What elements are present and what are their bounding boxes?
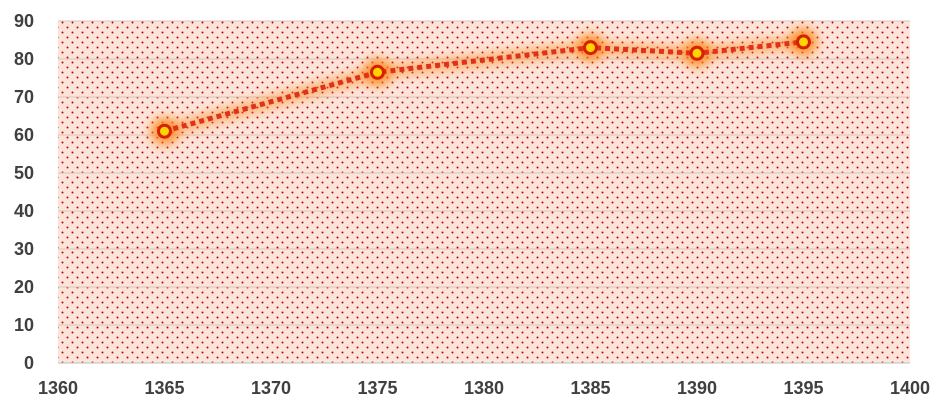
y-tick-label: 20 (14, 277, 34, 297)
y-tick-label: 50 (14, 163, 34, 183)
y-tick-label: 30 (14, 239, 34, 259)
y-tick-label: 40 (14, 201, 34, 221)
y-tick-label: 90 (14, 11, 34, 31)
data-point (691, 47, 703, 59)
x-tick-label: 1400 (890, 378, 930, 398)
x-tick-label: 1365 (144, 378, 184, 398)
x-tick-label: 1390 (677, 378, 717, 398)
y-axis-ticks: 0 10 20 30 40 50 60 70 80 90 (14, 11, 34, 373)
x-tick-label: 1395 (783, 378, 823, 398)
data-point (798, 36, 810, 48)
y-tick-label: 60 (14, 125, 34, 145)
data-point (159, 125, 171, 137)
plot-dot-pattern (58, 21, 910, 363)
x-tick-label: 1375 (357, 378, 397, 398)
data-point (585, 42, 597, 54)
y-tick-label: 80 (14, 49, 34, 69)
x-axis-ticks: 1360 1365 1370 1375 1380 1385 1390 1395 1400 (38, 378, 930, 398)
data-point (372, 66, 384, 78)
y-tick-label: 10 (14, 315, 34, 335)
x-tick-label: 1380 (464, 378, 504, 398)
x-tick-label: 1370 (251, 378, 291, 398)
x-tick-label: 1385 (570, 378, 610, 398)
x-tick-label: 1360 (38, 378, 78, 398)
y-tick-label: 0 (24, 353, 34, 373)
y-tick-label: 70 (14, 87, 34, 107)
